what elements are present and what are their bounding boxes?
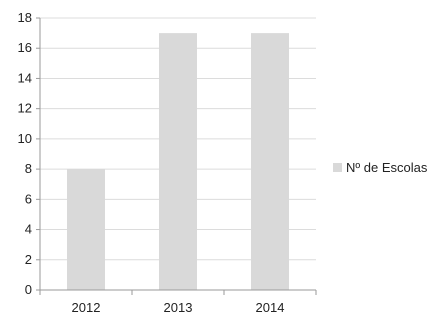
y-tick-label: 12 bbox=[18, 101, 32, 116]
bars bbox=[67, 33, 289, 290]
legend-swatch bbox=[333, 163, 342, 172]
y-tick-label: 4 bbox=[25, 222, 32, 237]
bar-2012 bbox=[67, 169, 105, 290]
x-tick-label: 2012 bbox=[72, 300, 101, 315]
legend-label: Nº de Escolas bbox=[346, 160, 428, 175]
y-tick-label: 10 bbox=[18, 131, 32, 146]
x-axis-tick-labels: 2012 2013 2014 bbox=[39, 290, 317, 315]
y-tick-label: 18 bbox=[18, 10, 32, 25]
y-tick-label: 6 bbox=[25, 191, 32, 206]
y-tick-label: 8 bbox=[25, 161, 32, 176]
legend: Nº de Escolas bbox=[333, 160, 428, 175]
x-tick-label: 2014 bbox=[256, 300, 285, 315]
bar-2014 bbox=[251, 33, 289, 290]
x-tick-label: 2013 bbox=[164, 300, 193, 315]
y-tick-label: 14 bbox=[18, 70, 32, 85]
y-tick-label: 16 bbox=[18, 40, 32, 55]
y-axis-tick-labels: 0 2 4 6 8 10 12 14 16 18 bbox=[18, 10, 32, 297]
bar-2013 bbox=[159, 33, 197, 290]
y-tick-label: 0 bbox=[25, 282, 32, 297]
y-tick-label: 2 bbox=[25, 252, 32, 267]
